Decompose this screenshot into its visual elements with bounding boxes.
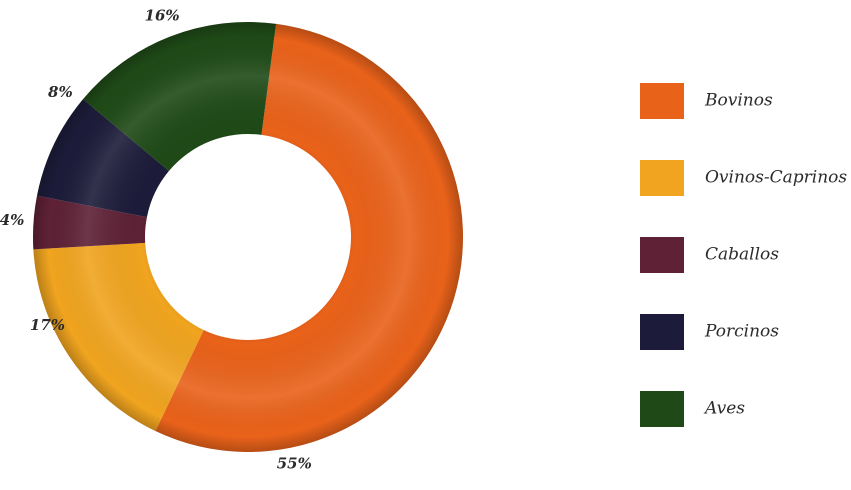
value-label-ovinos-caprinos: 17% [30,316,65,334]
legend: Bovinos Ovinos-Caprinos Caballos Porcinos Av… [640,83,847,427]
legend-label-caballos: Caballos [705,245,779,265]
legend-label-porcinos: Porcinos [704,322,779,342]
legend-swatch-aves [640,391,684,427]
value-label-bovinos: 55% [277,455,312,473]
legend-swatch-porcinos [640,314,684,350]
legend-swatch-ovinos-caprinos [640,160,684,196]
legend-label-aves: Aves [703,399,745,419]
legend-item-bovinos: Bovinos [640,83,773,119]
legend-label-bovinos: Bovinos [704,91,773,111]
legend-item-caballos: Caballos [640,237,779,273]
legend-swatch-bovinos [640,83,684,119]
legend-item-ovinos-caprinos: Ovinos-Caprinos [640,160,847,196]
value-label-aves: 16% [145,7,180,25]
value-labels: 55% 17% 4% 8% 16% [0,7,312,473]
value-label-caballos: 4% [0,211,24,229]
legend-swatch-caballos [640,237,684,273]
legend-item-aves: Aves [640,391,745,427]
legend-label-ovinos-caprinos: Ovinos-Caprinos [705,168,847,188]
value-label-porcinos: 8% [48,83,73,101]
donut-shading [33,22,463,452]
legend-item-porcinos: Porcinos [640,314,779,350]
